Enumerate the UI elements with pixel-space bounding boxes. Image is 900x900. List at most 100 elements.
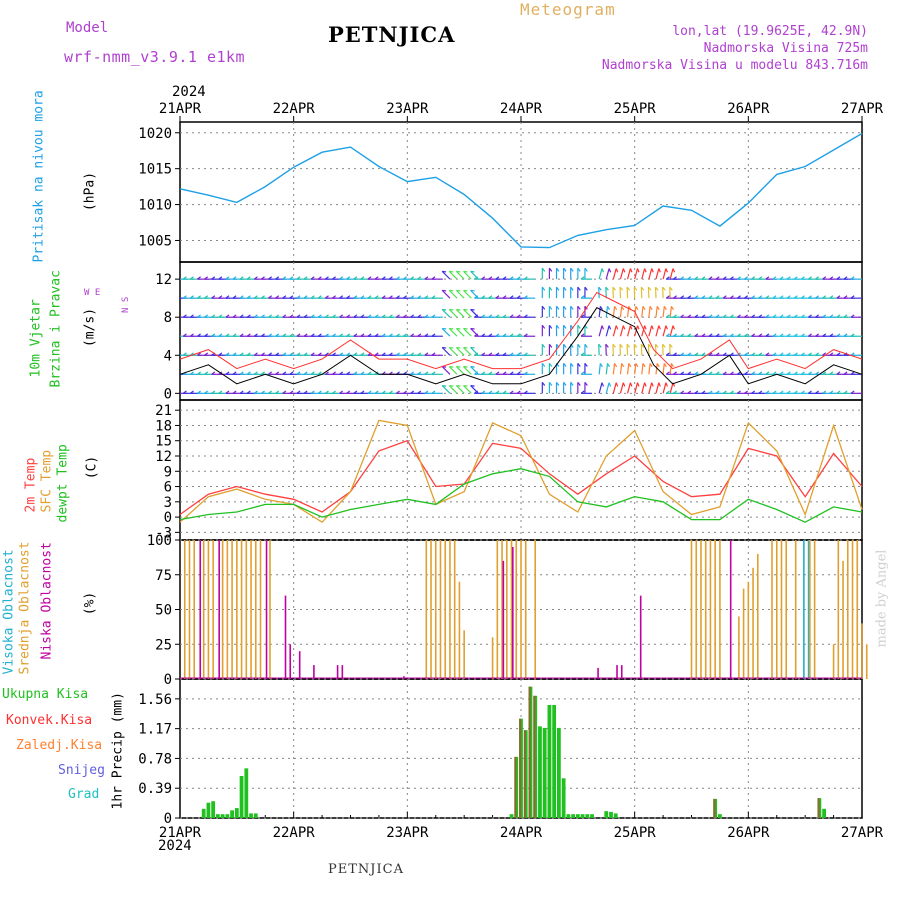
wind-barb-head [275, 276, 280, 280]
wind-barb-head [211, 390, 216, 394]
wind-barb-head [346, 314, 351, 318]
wind-barb-head [808, 276, 812, 280]
wind-barb-head [523, 333, 528, 337]
time-tick-bottom: 25APR [614, 825, 657, 841]
wind-barb-head [339, 276, 344, 280]
wind-barb-head [289, 276, 294, 280]
wind-barb-head [665, 371, 670, 375]
wind-barb-head [672, 268, 676, 273]
wind-barb-head [367, 390, 372, 394]
wind-barb-head [663, 305, 667, 311]
precip-bar-total [538, 726, 542, 818]
temp-line-2m [179, 439, 863, 516]
wind-barb-head [442, 346, 447, 349]
wind-barb-head [772, 276, 777, 280]
wind-barb-head [744, 390, 749, 394]
wind-barb-head [403, 390, 408, 394]
wind-barb-head [765, 295, 770, 299]
precip-bar-total [220, 814, 225, 818]
subtitle: Meteogram [520, 0, 616, 19]
wind-barb-head [204, 352, 209, 356]
wind-barb-head [836, 352, 841, 356]
wind-barb-head [353, 352, 358, 356]
wind-barb-head [850, 371, 855, 375]
wind-barb [470, 289, 479, 299]
wind-barb-head [765, 314, 770, 318]
wind-barb-head [793, 390, 798, 394]
precip-bar-total [201, 808, 206, 818]
wind-barb-head [470, 365, 475, 368]
wind-barb-head [808, 352, 812, 356]
wind-barb-head [836, 390, 841, 394]
wind-barb-head [289, 295, 294, 299]
wind-barb-head [850, 314, 855, 318]
wind-barb-head [169, 372, 172, 374]
wind-barb-head [715, 352, 720, 356]
wind-barb-head [570, 305, 574, 310]
wind-barb-head [488, 352, 493, 356]
wind-barb-head [577, 381, 581, 386]
wind-barb-head [282, 276, 287, 280]
wind-barb-head [509, 276, 514, 280]
wind-barb-head [636, 325, 640, 330]
wind-barb-head [655, 286, 659, 291]
wind-barb-head [665, 325, 668, 330]
wind-barb [448, 270, 458, 280]
y-tick-label-cloud: 50 [155, 603, 172, 619]
wind-barb-head [642, 305, 646, 311]
wind-barb-head [635, 305, 639, 311]
wind-barb-head [474, 333, 479, 337]
wind-barb [455, 270, 465, 280]
wind-barb-head [619, 343, 624, 348]
wind-barb-head [488, 295, 493, 299]
wind-barb-head [633, 343, 638, 348]
wind-barb-head [204, 276, 209, 280]
wind-barb-head [829, 352, 834, 356]
wind-barb-head [758, 390, 763, 394]
wind-barb-head [339, 314, 344, 318]
wind-barb-head [463, 270, 468, 273]
wind-barb-head [353, 390, 358, 394]
wind-barb [448, 328, 458, 337]
time-tick-bottom: 21APR [159, 825, 202, 841]
wind-barb-head [808, 295, 812, 299]
wind-barb-head [442, 384, 447, 387]
wind-barb-head [751, 276, 756, 280]
wind-barb [641, 382, 646, 394]
wind-barb-head [324, 390, 329, 394]
wind-barb-head [403, 314, 408, 318]
wind-barb-head [367, 295, 372, 299]
precip-bar-conv [523, 730, 526, 818]
wind-barb-head [182, 390, 187, 394]
wind-barb-head [339, 390, 344, 394]
wind-barb-head [410, 390, 415, 394]
wind-barb-head [374, 314, 379, 318]
wind-barb-head [836, 314, 841, 318]
precip-bar-total [556, 727, 561, 818]
wind-barb-head [580, 276, 585, 280]
wind-barb-head [758, 352, 763, 356]
wind-barb-head [577, 286, 581, 291]
wind-barb-head [456, 365, 461, 368]
wind-barb-head [815, 276, 820, 280]
wind-barb-head [239, 390, 244, 394]
wind-barb-head [246, 276, 251, 280]
wind-barb-head [744, 276, 749, 280]
precip-bar-total [571, 814, 575, 818]
wind-barb-head [758, 295, 763, 299]
y-tick-label-pressure: 1005 [138, 233, 172, 249]
wind-barb-head [388, 352, 393, 356]
wind-barb-head [751, 295, 756, 299]
wind-barb-head [651, 325, 654, 330]
wind-barb-head [758, 333, 763, 337]
wind-barb [612, 363, 616, 375]
wind-barb [441, 289, 451, 299]
wind-barb-head [800, 295, 805, 299]
panel-frame-temp [179, 399, 863, 541]
wind-barb-head [694, 295, 699, 299]
wind-barb-head [189, 371, 194, 375]
wind-barb-head [694, 314, 699, 318]
wind-barb-head [211, 314, 216, 318]
wind-barb-head [332, 333, 336, 337]
wind-barb-head [523, 276, 528, 280]
